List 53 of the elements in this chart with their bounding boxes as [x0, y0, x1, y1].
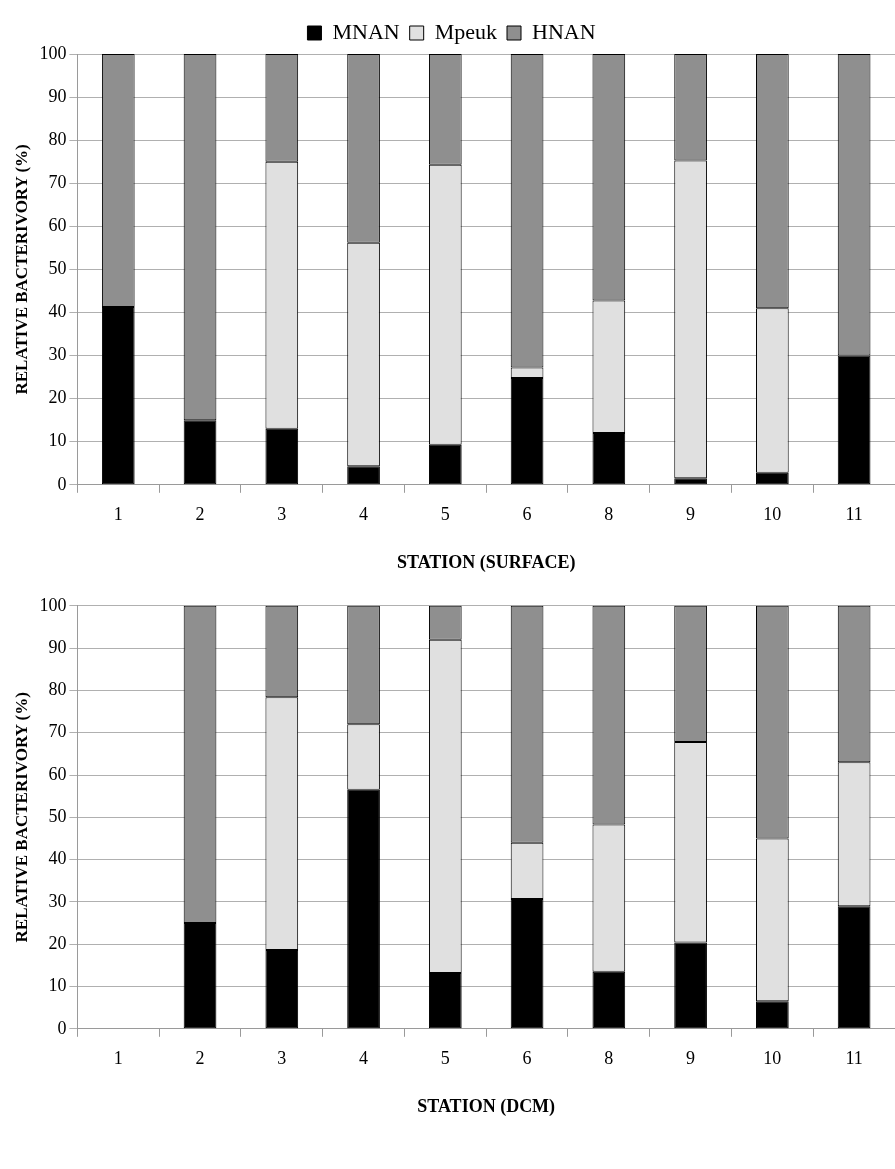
bar — [674, 478, 707, 485]
bar — [674, 942, 707, 1029]
bar — [347, 789, 380, 1029]
y-axis-title: RELATIVE BACTERIVORY (%) — [11, 144, 31, 395]
x-tick-label: 11 — [845, 1048, 863, 1069]
legend-label: HNAN — [532, 18, 596, 44]
y-tick-label: 50 — [48, 806, 67, 827]
y-tick-label: 90 — [48, 85, 67, 106]
x-tick-label: 6 — [522, 1048, 532, 1069]
y-tick-label: 100 — [39, 594, 67, 615]
y-tick-label: 0 — [57, 473, 67, 494]
x-tick-label: 10 — [763, 504, 782, 525]
x-tick-label: 8 — [604, 504, 614, 525]
y-tick-label: 90 — [48, 636, 67, 657]
x-tick-label: 5 — [440, 504, 450, 525]
x-tick-label: 9 — [686, 1048, 696, 1069]
x-tick-label: 5 — [440, 1048, 450, 1069]
y-tick-label: 40 — [48, 848, 67, 869]
x-tick-label: 1 — [113, 504, 123, 525]
bar — [756, 472, 789, 485]
y-tick-label: 10 — [48, 975, 67, 996]
y-tick-label: 0 — [57, 1017, 67, 1038]
x-tick-label: 3 — [277, 504, 287, 525]
x-tick-label: 2 — [195, 504, 205, 525]
y-tick-label: 60 — [48, 215, 67, 236]
y-tick-label: 60 — [48, 763, 67, 784]
x-axis-title: STATION (SURFACE) — [396, 551, 576, 573]
y-tick-label: 20 — [48, 387, 67, 408]
y-tick-label: 20 — [48, 932, 67, 953]
y-tick-label: 100 — [39, 42, 67, 63]
x-tick-label: 11 — [845, 504, 863, 525]
y-tick-label: 30 — [48, 344, 67, 365]
x-tick-label: 6 — [522, 504, 532, 525]
x-tick-label: 10 — [763, 1048, 782, 1069]
x-tick-label: 1 — [113, 1048, 123, 1069]
y-tick-label: 10 — [48, 430, 67, 451]
x-tick-label: 4 — [359, 504, 369, 525]
x-tick-label: 8 — [604, 1048, 614, 1069]
y-tick-label: 50 — [48, 258, 67, 279]
x-tick-label: 2 — [195, 1048, 205, 1069]
x-tick-label: 4 — [359, 1048, 369, 1069]
x-tick-label: 9 — [686, 504, 696, 525]
y-tick-label: 80 — [48, 128, 67, 149]
legend-label: Mpeuk — [434, 18, 497, 44]
y-tick-label: 40 — [48, 301, 67, 322]
y-axis-title: RELATIVE BACTERIVORY (%) — [11, 692, 31, 943]
y-tick-label: 70 — [48, 721, 67, 742]
x-axis-title: STATION (DCM) — [417, 1095, 556, 1117]
y-tick-label: 80 — [48, 679, 67, 700]
x-tick-label: 3 — [277, 1048, 287, 1069]
y-tick-label: 70 — [48, 171, 67, 192]
legend-label: MNAN — [332, 18, 400, 44]
y-tick-label: 30 — [48, 890, 67, 911]
